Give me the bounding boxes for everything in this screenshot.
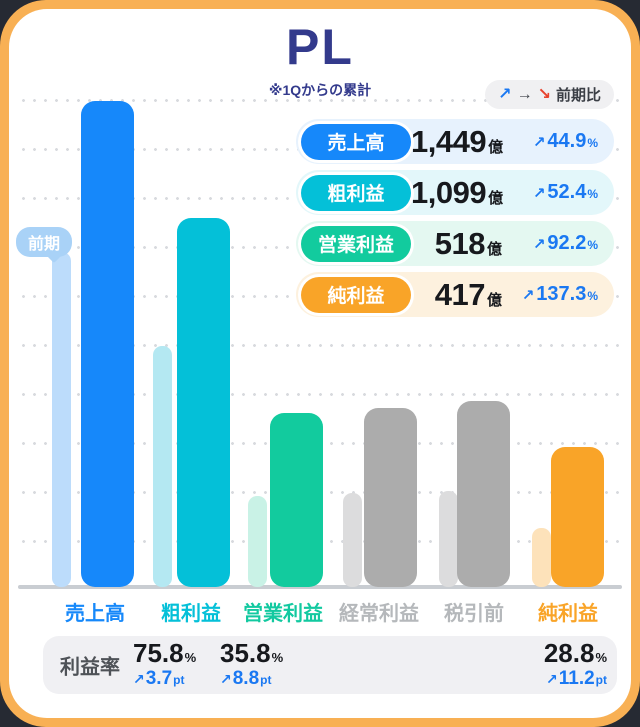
stat-change: ↗ 44.9%: [503, 130, 598, 153]
stat-change-number: 44.9: [547, 130, 587, 152]
margin-value-unit: %: [184, 650, 197, 665]
stat-change-unit: %: [587, 136, 598, 150]
kpi-stats: 売上高 1,449 億 ↗ 44.9% 粗利益 1,099 億 ↗ 52.4% 営業利益 518 億 ↗ 9…: [296, 119, 614, 323]
margin-change-line: ↗3.7pt: [133, 668, 196, 690]
legend-label: 前期比: [555, 87, 601, 104]
margin-change-line: ↗11.2pt: [544, 668, 607, 690]
stat-value-unit: 億: [486, 291, 502, 309]
margin-value: 75.8: [133, 638, 184, 668]
gridline: [18, 393, 622, 396]
margin-value-unit: %: [271, 650, 284, 665]
axis-label: 粗利益: [161, 603, 221, 625]
flat-arrow-icon: →: [516, 85, 533, 103]
axis-label: 営業利益: [243, 603, 323, 625]
legend-pill: ↗ → ↘ 前期比: [485, 80, 614, 109]
down-arrow-icon: ↘: [537, 85, 551, 103]
stat-value-unit: 億: [486, 240, 502, 258]
legend-arrow-icons: ↗ → ↘: [498, 85, 551, 103]
margin-change-unit: pt: [260, 673, 272, 687]
stat-label-pill: 粗利益: [301, 174, 411, 211]
axis-label: 売上高: [65, 603, 125, 625]
stat-change-unit: %: [587, 238, 598, 252]
stat-value-number: 417: [434, 276, 486, 312]
prev-bar: [532, 528, 551, 587]
margin-value: 28.8: [543, 638, 595, 668]
stat-value: 417 億: [411, 277, 502, 313]
margin-change: 8.8: [232, 668, 260, 689]
up-arrow-icon: ↗: [532, 185, 546, 202]
stat-row: 営業利益 518 億 ↗ 92.2%: [296, 221, 614, 266]
margin-item: 35.8% ↗8.8pt: [220, 638, 283, 690]
stat-change-unit: %: [587, 289, 598, 303]
stat-change: ↗ 92.2%: [502, 232, 598, 255]
current-bar: [270, 413, 323, 587]
stat-label-pill: 売上高: [301, 123, 411, 160]
current-bar: [177, 218, 230, 587]
margin-change-line: ↗8.8pt: [220, 668, 283, 690]
stat-change-unit: %: [587, 187, 598, 201]
up-arrow-icon: ↗: [532, 236, 546, 253]
stat-change: ↗ 52.4%: [503, 181, 598, 204]
margin-value-line: 75.8%: [133, 638, 196, 669]
stat-row: 粗利益 1,099 億 ↗ 52.4%: [296, 170, 614, 215]
current-bar: [457, 401, 510, 587]
stat-change-number: 52.4: [547, 181, 587, 203]
margin-change-unit: pt: [173, 673, 185, 687]
stat-value-unit: 億: [488, 189, 504, 207]
margin-change: 11.2: [558, 668, 595, 689]
current-bar: [81, 101, 134, 587]
x-axis-line: [18, 585, 622, 589]
prev-bar: [153, 346, 172, 587]
prev-bar: [248, 496, 267, 587]
stat-label-pill: 営業利益: [301, 225, 411, 262]
stat-value-unit: 億: [488, 138, 504, 156]
stat-change-number: 137.3: [536, 283, 587, 305]
margin-value-line: 28.8%: [544, 638, 607, 669]
stat-value-number: 1,099: [411, 174, 487, 210]
prev-bar: [52, 252, 71, 587]
stat-row: 売上高 1,449 億 ↗ 44.9%: [296, 119, 614, 164]
up-arrow-icon: ↗: [498, 85, 512, 103]
current-bar: [364, 408, 417, 587]
axis-label: 経常利益: [339, 603, 419, 625]
axis-label: 純利益: [538, 603, 598, 625]
current-bar: [551, 447, 604, 587]
margin-item: 28.8% ↗11.2pt: [544, 638, 607, 690]
prev-bar: [439, 491, 458, 587]
stat-value: 1,099 億: [411, 175, 503, 211]
stat-value: 518 億: [411, 226, 502, 262]
up-arrow-icon: ↗: [521, 287, 535, 304]
margin-change-unit: pt: [595, 673, 607, 687]
stat-change-number: 92.2: [547, 232, 587, 254]
up-arrow-icon: ↗: [546, 671, 558, 687]
up-arrow-icon: ↗: [220, 671, 232, 687]
gridline: [18, 344, 622, 347]
margin-value: 35.8: [220, 638, 271, 668]
subtitle: ※1Qからの累計: [268, 82, 372, 98]
stat-change: ↗ 137.3%: [502, 283, 598, 306]
prev-bar: [343, 493, 362, 587]
margin-change: 3.7: [145, 668, 173, 689]
axis-label: 税引前: [444, 603, 504, 625]
margin-value-line: 35.8%: [220, 638, 283, 669]
up-arrow-icon: ↗: [133, 671, 145, 687]
profit-margin-label: 利益率: [60, 656, 120, 679]
up-arrow-icon: ↗: [532, 134, 546, 151]
stat-value-number: 1,449: [411, 123, 487, 159]
stat-value-number: 518: [434, 225, 486, 261]
margin-value-unit: %: [595, 650, 607, 665]
stat-row: 純利益 417 億 ↗ 137.3%: [296, 272, 614, 317]
stat-value: 1,449 億: [411, 124, 503, 160]
margin-item: 75.8% ↗3.7pt: [133, 638, 196, 690]
stat-label-pill: 純利益: [301, 276, 411, 313]
gridline: [18, 99, 622, 102]
previous-period-badge: 前期: [16, 227, 73, 257]
profit-margin-panel: 利益率 75.8% ↗3.7pt 35.8% ↗8.8pt 28.8% ↗11.2pt: [43, 636, 617, 694]
page-title: PL: [286, 19, 354, 75]
